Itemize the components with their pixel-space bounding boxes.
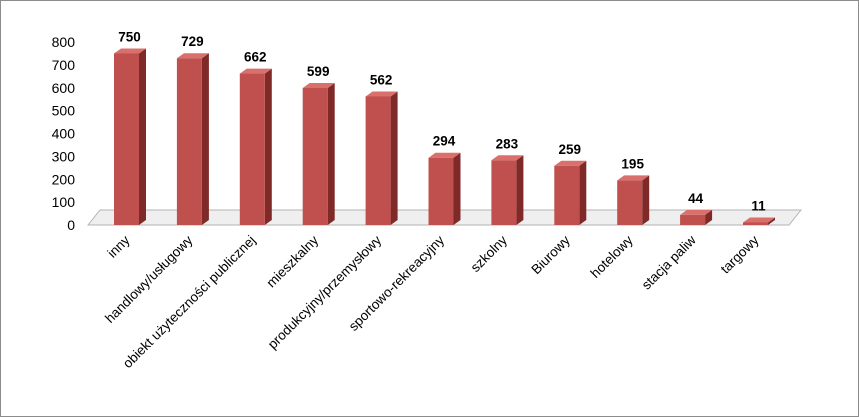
bar-11-front	[743, 222, 768, 225]
data-label: 750	[118, 29, 141, 44]
bar-1	[114, 48, 146, 225]
data-label: 11	[751, 198, 766, 213]
bar-2-front	[176, 58, 202, 226]
x-category-label: produkcyjny/przemysłowy	[265, 232, 385, 352]
bar-10	[680, 209, 713, 225]
bar-6	[428, 152, 461, 225]
bar-9-top	[617, 175, 650, 181]
y-tick-label: 300	[52, 148, 76, 164]
y-tick-label: 500	[52, 103, 76, 119]
bar-10-front	[680, 214, 706, 225]
y-tick-label: 700	[52, 57, 76, 73]
data-label: 283	[496, 136, 519, 151]
bar-2	[176, 53, 209, 226]
data-label: 599	[307, 64, 330, 79]
bar-4-side	[327, 82, 335, 225]
bar-8	[554, 160, 587, 225]
data-label: 662	[244, 50, 267, 65]
bar-8-top	[554, 160, 587, 166]
bar-5-side	[390, 91, 398, 225]
data-label: 259	[559, 142, 582, 157]
y-tick-label: 400	[52, 126, 76, 142]
x-category-label: Biurowy	[528, 232, 573, 277]
bar-8-front	[554, 165, 580, 225]
bar-7-side	[516, 155, 524, 225]
bar-7-front	[491, 160, 517, 225]
bar-11-top	[743, 217, 775, 223]
bar-9-front	[617, 180, 643, 225]
bar-4-top	[302, 82, 335, 88]
bar-5-top	[365, 91, 398, 97]
bar-1-top	[114, 48, 146, 54]
bar-8-side	[579, 160, 587, 225]
bar-4	[302, 82, 335, 225]
data-label: 729	[181, 34, 204, 49]
bar-9-side	[642, 175, 650, 225]
data-label: 294	[433, 134, 456, 149]
x-category-label: hotelowy	[588, 232, 636, 280]
y-tick-label: 100	[52, 194, 76, 210]
x-category-label: szkolny	[468, 232, 511, 275]
bar-11	[743, 217, 775, 225]
y-tick-label: 0	[67, 217, 75, 233]
y-tick-label: 200	[52, 171, 76, 187]
data-label: 44	[688, 191, 704, 206]
bar-3-side	[264, 68, 272, 225]
x-category-label: targowy	[718, 232, 762, 276]
bar-10-top	[680, 209, 713, 215]
bar-10-side	[705, 209, 713, 225]
x-category-label: mieszkalny	[263, 232, 321, 290]
y-tick-label: 600	[52, 80, 76, 96]
x-category-label: obiekt użyteczności publicznej	[120, 233, 258, 371]
bar-1-side	[139, 48, 146, 225]
bar-11-side	[768, 217, 775, 225]
x-category-label: stacja paliw	[639, 232, 699, 292]
bar-7-top	[491, 155, 524, 161]
bar-7	[491, 155, 524, 225]
bar-6-top	[428, 152, 461, 158]
bar-5-front	[365, 96, 391, 225]
x-category-label: inny	[105, 232, 133, 260]
bar-3	[239, 68, 272, 225]
data-label: 562	[370, 72, 393, 87]
bar-9	[617, 175, 650, 225]
bar-6-front	[428, 157, 454, 225]
data-label: 195	[621, 156, 644, 171]
bar-1-front	[114, 53, 139, 225]
bar-6-side	[453, 152, 461, 225]
bar-2-top	[176, 53, 209, 59]
bar-5	[365, 91, 398, 225]
bar-2-side	[201, 53, 209, 226]
bar-3-front	[239, 73, 265, 225]
bar-4-front	[302, 87, 328, 225]
y-tick-label: 800	[52, 34, 76, 50]
bar-3-top	[239, 68, 272, 74]
